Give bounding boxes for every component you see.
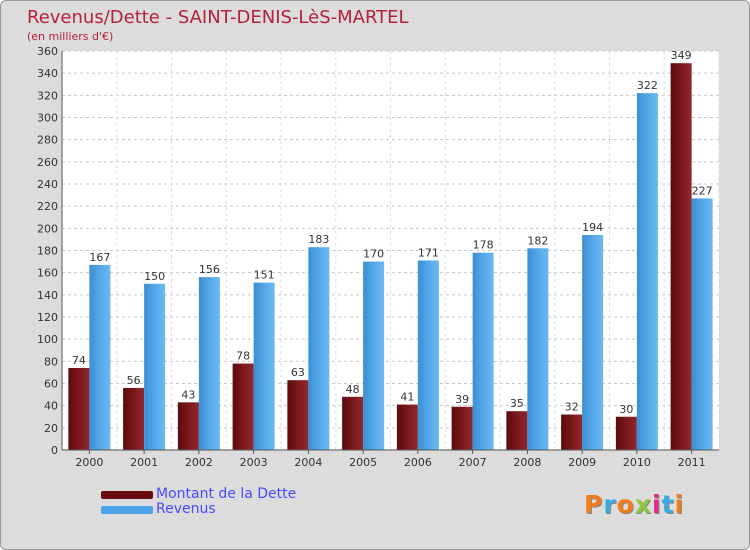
y-tick-label: 240 [37, 178, 58, 191]
bar-debt [615, 416, 637, 450]
bar-debt [451, 406, 473, 450]
y-tick-label: 340 [37, 67, 58, 80]
data-label-debt: 32 [565, 401, 579, 414]
bar-debt [287, 380, 309, 450]
proxiti-logo: Proxiti [584, 490, 684, 519]
x-tick-label: 2000 [75, 456, 103, 469]
bar-debt [561, 414, 583, 450]
y-tick-label: 160 [37, 267, 58, 280]
bar-debt [506, 411, 528, 450]
data-label-revenus: 167 [89, 251, 110, 264]
x-tick-label: 2007 [459, 456, 487, 469]
y-tick-label: 180 [37, 245, 58, 258]
y-tick-label: 100 [37, 333, 58, 346]
bar-debt [670, 63, 692, 451]
data-label-revenus: 171 [418, 246, 439, 259]
chart-title: Revenus/Dette - SAINT-DENIS-LèS-MARTEL [27, 7, 409, 28]
data-label-revenus: 156 [199, 263, 220, 276]
data-label-debt: 74 [72, 354, 86, 367]
x-tick-label: 2004 [294, 456, 322, 469]
data-label-revenus: 178 [473, 239, 494, 252]
bar-revenus [198, 277, 220, 450]
logo-letter: r [603, 490, 617, 519]
data-label-revenus: 322 [637, 79, 658, 92]
data-label-debt: 56 [127, 374, 141, 387]
legend-swatch-revenus [101, 506, 153, 514]
bar-debt [177, 402, 199, 450]
x-tick-label: 2006 [404, 456, 432, 469]
data-label-revenus: 227 [692, 184, 713, 197]
data-label-debt: 43 [181, 388, 195, 401]
logo-letter: i [652, 490, 662, 519]
bar-revenus [144, 283, 166, 450]
bar-revenus [472, 252, 494, 450]
bar-revenus [308, 247, 330, 450]
bar-revenus [691, 198, 713, 450]
data-label-debt: 41 [400, 391, 414, 404]
data-label-debt: 48 [346, 383, 360, 396]
legend-label-debt: Montant de la Dette [156, 486, 297, 502]
legend-label-revenus: Revenus [156, 501, 216, 517]
x-tick-label: 2001 [130, 456, 158, 469]
x-tick-label: 2010 [623, 456, 651, 469]
x-tick-label: 2009 [568, 456, 596, 469]
y-tick-label: 120 [37, 311, 58, 324]
bar-revenus [527, 248, 549, 450]
data-label-debt: 63 [291, 366, 305, 379]
data-label-debt: 30 [619, 403, 633, 416]
x-tick-label: 2003 [240, 456, 268, 469]
y-tick-label: 260 [37, 156, 58, 169]
y-tick-label: 280 [37, 134, 58, 147]
logo-letter: t [661, 490, 675, 519]
x-tick-label: 2005 [349, 456, 377, 469]
chart-subtitle: (en milliers d'€) [27, 30, 114, 43]
x-tick-label: 2008 [513, 456, 541, 469]
logo-letter: x [634, 490, 652, 519]
bar-revenus [89, 264, 111, 450]
bar-debt [123, 387, 145, 450]
data-label-debt: 349 [671, 49, 692, 62]
data-label-revenus: 194 [582, 221, 603, 234]
bar-revenus [636, 93, 658, 450]
y-tick-label: 80 [44, 355, 58, 368]
logo-letter: o [616, 490, 635, 519]
data-label-debt: 39 [455, 393, 469, 406]
y-tick-label: 60 [44, 378, 58, 391]
bar-revenus [417, 260, 439, 450]
data-label-debt: 78 [236, 350, 250, 363]
y-tick-label: 320 [37, 89, 58, 102]
x-tick-label: 2002 [185, 456, 213, 469]
data-label-revenus: 183 [308, 233, 329, 246]
bar-debt [396, 404, 418, 450]
y-tick-label: 220 [37, 200, 58, 213]
data-label-revenus: 170 [363, 248, 384, 261]
y-tick-label: 20 [44, 422, 58, 435]
x-tick-label: 2011 [678, 456, 706, 469]
logo-letter: P [584, 490, 604, 519]
y-tick-label: 0 [51, 444, 58, 457]
logo-letter: i [674, 490, 685, 519]
data-label-revenus: 150 [144, 270, 165, 283]
legend-swatch-debt [101, 491, 153, 499]
bar-revenus [582, 234, 604, 450]
y-tick-label: 200 [37, 222, 58, 235]
data-label-revenus: 182 [527, 234, 548, 247]
bar-debt [232, 363, 254, 450]
bar-revenus [363, 261, 385, 450]
data-label-debt: 35 [510, 397, 524, 410]
y-tick-label: 140 [37, 289, 58, 302]
y-tick-label: 360 [37, 45, 58, 58]
y-tick-label: 300 [37, 112, 58, 125]
bar-debt [68, 367, 90, 450]
data-label-revenus: 151 [254, 269, 275, 282]
bar-revenus [253, 282, 275, 450]
y-tick-label: 40 [44, 400, 58, 413]
bar-debt [342, 396, 364, 450]
